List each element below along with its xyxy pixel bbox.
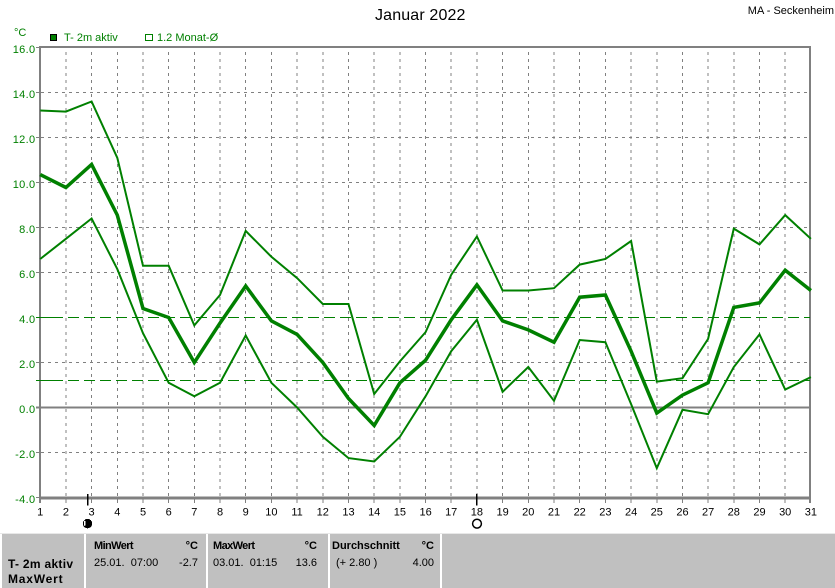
svg-text:16: 16 xyxy=(419,507,431,519)
svg-text:11: 11 xyxy=(291,507,302,519)
svg-text:6: 6 xyxy=(166,507,172,519)
svg-text:6.0: 6.0 xyxy=(19,269,35,281)
svg-text:28: 28 xyxy=(728,507,740,519)
svg-text:8.0: 8.0 xyxy=(19,224,35,236)
svg-text:30: 30 xyxy=(779,507,791,519)
svg-text:-4.0: -4.0 xyxy=(15,494,35,506)
svg-text:26: 26 xyxy=(676,507,688,519)
svg-text:7: 7 xyxy=(191,507,197,519)
svg-text:23: 23 xyxy=(599,507,611,519)
svg-text:5: 5 xyxy=(140,507,146,519)
svg-text:12: 12 xyxy=(317,507,329,519)
svg-text:2.0: 2.0 xyxy=(19,359,35,371)
svg-text:31: 31 xyxy=(805,507,817,519)
svg-text:22: 22 xyxy=(574,507,586,519)
svg-text:4: 4 xyxy=(114,507,120,519)
svg-text:17: 17 xyxy=(445,507,457,519)
svg-text:3: 3 xyxy=(89,507,95,519)
svg-text:4.0: 4.0 xyxy=(19,314,35,326)
svg-text:20: 20 xyxy=(522,507,534,519)
svg-text:27: 27 xyxy=(702,507,714,519)
svg-text:14.0: 14.0 xyxy=(13,89,36,101)
svg-text:10.0: 10.0 xyxy=(13,179,36,191)
svg-text:15: 15 xyxy=(394,507,406,519)
svg-text:1: 1 xyxy=(37,507,43,519)
svg-text:12.0: 12.0 xyxy=(13,134,36,146)
svg-text:10: 10 xyxy=(265,507,277,519)
svg-text:19: 19 xyxy=(496,507,508,519)
svg-text:8: 8 xyxy=(217,507,223,519)
svg-text:2: 2 xyxy=(63,507,69,519)
svg-text:24: 24 xyxy=(625,507,637,519)
svg-text:14: 14 xyxy=(368,507,380,519)
svg-text:21: 21 xyxy=(548,507,560,519)
svg-text:-2.0: -2.0 xyxy=(15,449,35,461)
svg-text:29: 29 xyxy=(753,507,765,519)
svg-text:0.0: 0.0 xyxy=(19,404,35,416)
svg-text:16.0: 16.0 xyxy=(13,44,36,56)
svg-text:25: 25 xyxy=(651,507,663,519)
svg-text:13: 13 xyxy=(342,507,354,519)
svg-text:9: 9 xyxy=(243,507,249,519)
svg-text:18: 18 xyxy=(471,507,483,519)
